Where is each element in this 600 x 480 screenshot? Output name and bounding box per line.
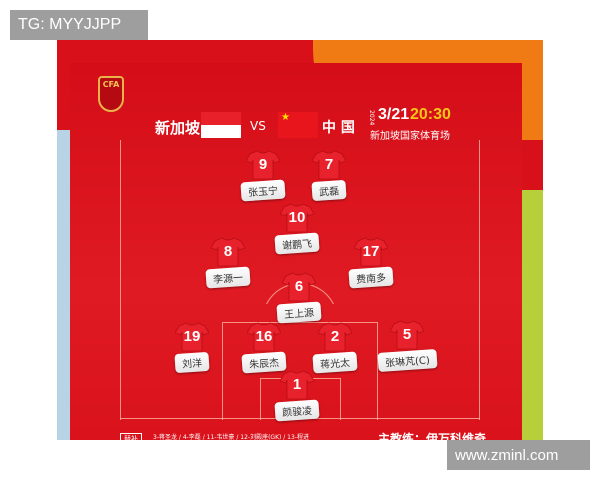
jersey-icon: 17	[354, 237, 388, 267]
player-7: 19 刘洋	[157, 322, 227, 374]
china-flag-icon: ★	[278, 112, 318, 138]
jersey-number: 17	[362, 243, 380, 260]
player-name: 谢鹏飞	[274, 232, 320, 255]
player-1: 9 张玉宁	[228, 150, 298, 202]
jersey-number: 9	[258, 156, 268, 173]
player-name: 张玉宁	[240, 179, 286, 202]
home-team: 新加坡	[155, 119, 201, 137]
player-name: 李源一	[205, 266, 251, 289]
jersey-icon: 16	[247, 322, 281, 352]
player-name: 王上源	[276, 301, 322, 324]
player-4: 8 李源一	[193, 237, 263, 289]
jersey-number: 16	[255, 328, 273, 345]
player-name: 刘洋	[174, 351, 210, 374]
penalty-box	[222, 322, 378, 420]
player-name: 费南多	[348, 266, 394, 289]
watermark-top-left: TG: MYYJJPP	[10, 10, 148, 40]
jersey-icon: 10	[280, 203, 314, 233]
jersey-icon: 9	[246, 150, 280, 180]
match-time: 20:30	[410, 106, 451, 123]
player-11: 1 颜骏凌	[262, 370, 332, 422]
jersey-icon: 5	[390, 320, 424, 350]
jersey-number: 10	[288, 209, 306, 226]
player-10: 5 张琳芃(C)	[372, 320, 442, 373]
player-name: 张琳芃(C)	[377, 348, 437, 373]
jersey-icon: 2	[318, 322, 352, 352]
decor-green	[521, 190, 543, 440]
head-coach: 主教练：伊万科维奇	[378, 432, 487, 440]
player-8: 16 朱辰杰	[229, 322, 299, 374]
match-year: 2024	[368, 110, 375, 126]
player-2: 7 武磊	[294, 150, 364, 202]
match-date: 3/21	[378, 106, 410, 123]
player-name: 武磊	[311, 179, 347, 202]
jersey-number: 1	[292, 376, 302, 393]
jersey-icon: 6	[282, 272, 316, 302]
match-venue: 新加坡国家体育场	[370, 131, 450, 142]
jersey-icon: 1	[280, 370, 314, 400]
watermark-bottom-right: www.zminl.com	[447, 440, 590, 470]
jersey-number: 8	[223, 243, 233, 260]
singapore-flag-icon	[201, 112, 241, 138]
player-9: 2 蒋光太	[300, 322, 370, 374]
player-5: 17 费南多	[336, 237, 406, 289]
subs-label: 替补	[120, 433, 142, 445]
jersey-number: 5	[402, 326, 412, 343]
cfa-logo: CFA	[98, 76, 124, 112]
jersey-number: 2	[330, 328, 340, 345]
pitch-outline	[120, 140, 480, 420]
jersey-number: 6	[294, 278, 304, 295]
vs-label: VS	[250, 119, 266, 133]
jersey-number: 7	[324, 156, 334, 173]
jersey-icon: 8	[211, 237, 245, 267]
player-3: 10 谢鹏飞	[262, 203, 332, 255]
player-name: 颜骏凌	[274, 399, 320, 422]
away-team: 中 国	[322, 120, 355, 136]
jersey-icon: 7	[312, 150, 346, 180]
jersey-number: 19	[183, 328, 201, 345]
substitutes-list: 3-蒋圣龙 / 4-李磊 / 11-韦世豪 / 12-刘殿座(GK) / 13-…	[153, 434, 309, 441]
jersey-icon: 19	[175, 322, 209, 352]
player-6: 6 王上源	[264, 272, 334, 324]
